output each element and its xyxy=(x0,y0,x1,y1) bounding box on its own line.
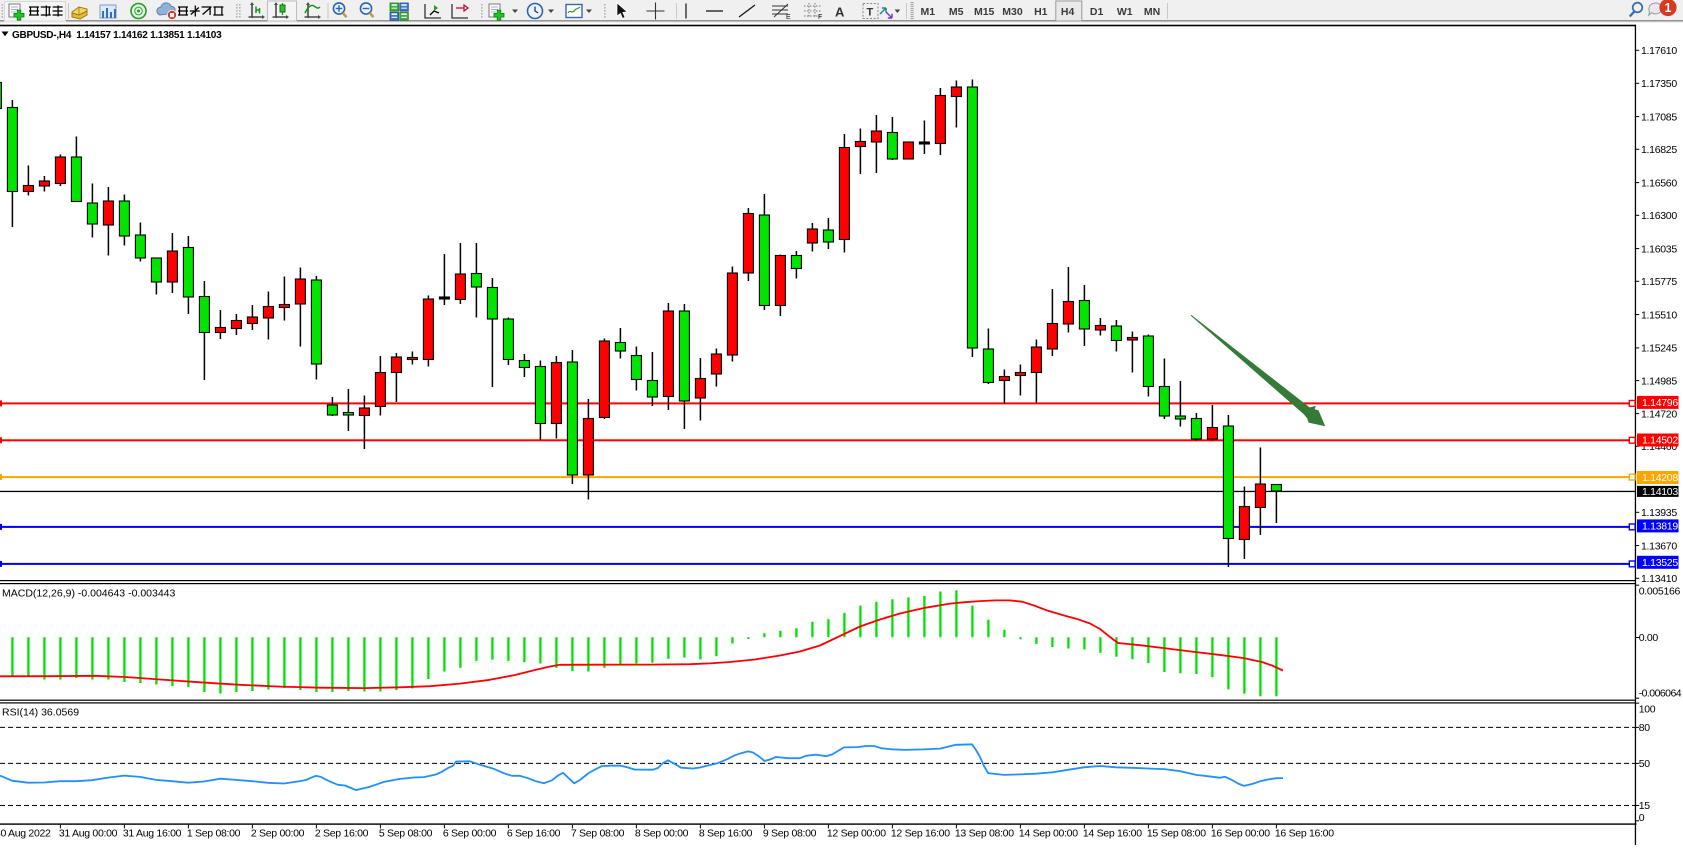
svg-text:1.16825: 1.16825 xyxy=(1641,144,1677,156)
svg-text:GBPUSD-,H4 1.14157 1.14162 1.: GBPUSD-,H4 1.14157 1.14162 1.13851 1.141… xyxy=(12,30,222,41)
svg-text:W1: W1 xyxy=(1117,6,1133,18)
svg-text:8 Sep 00:00: 8 Sep 00:00 xyxy=(635,828,689,840)
svg-text:M15: M15 xyxy=(974,6,995,18)
svg-text:15 Sep 08:00: 15 Sep 08:00 xyxy=(1147,828,1206,840)
svg-text:31 Aug 16:00: 31 Aug 16:00 xyxy=(123,828,182,840)
svg-text:7 Sep 08:00: 7 Sep 08:00 xyxy=(571,828,625,840)
svg-text:0.00: 0.00 xyxy=(1639,632,1659,644)
svg-text:30 Aug 2022: 30 Aug 2022 xyxy=(0,828,51,840)
svg-text:1.14796: 1.14796 xyxy=(1642,397,1678,409)
svg-text:1.13670: 1.13670 xyxy=(1641,540,1677,552)
svg-text:1.14502: 1.14502 xyxy=(1642,435,1678,447)
svg-text:13 Sep 08:00: 13 Sep 08:00 xyxy=(955,828,1014,840)
svg-text:12 Sep 00:00: 12 Sep 00:00 xyxy=(827,828,886,840)
svg-text:9 Sep 08:00: 9 Sep 08:00 xyxy=(763,828,817,840)
svg-text:1: 1 xyxy=(1665,1,1672,15)
svg-text:M5: M5 xyxy=(949,6,964,18)
svg-text:1.15245: 1.15245 xyxy=(1641,343,1677,355)
svg-text:MACD(12,26,9) -0.004643 -0.003: MACD(12,26,9) -0.004643 -0.003443 xyxy=(2,588,176,600)
svg-text:15: 15 xyxy=(1639,800,1651,812)
svg-text:H1: H1 xyxy=(1034,6,1048,18)
svg-text:1.15510: 1.15510 xyxy=(1641,309,1677,321)
svg-text:1.17610: 1.17610 xyxy=(1641,45,1677,57)
svg-text:8 Sep 16:00: 8 Sep 16:00 xyxy=(699,828,753,840)
svg-text:1.16300: 1.16300 xyxy=(1641,210,1677,222)
svg-text:100: 100 xyxy=(1639,703,1656,715)
svg-text:31 Aug 00:00: 31 Aug 00:00 xyxy=(59,828,118,840)
svg-text:D1: D1 xyxy=(1090,6,1104,18)
svg-text:1.15775: 1.15775 xyxy=(1641,276,1677,288)
svg-text:H4: H4 xyxy=(1061,6,1075,18)
svg-text:1 Sep 08:00: 1 Sep 08:00 xyxy=(187,828,241,840)
svg-text:2 Sep 00:00: 2 Sep 00:00 xyxy=(251,828,305,840)
svg-text:50: 50 xyxy=(1639,758,1651,770)
svg-text:1.14985: 1.14985 xyxy=(1641,375,1677,387)
svg-text:16 Sep 16:00: 16 Sep 16:00 xyxy=(1275,828,1334,840)
svg-text:1.16035: 1.16035 xyxy=(1641,243,1677,255)
svg-text:14 Sep 00:00: 14 Sep 00:00 xyxy=(1019,828,1078,840)
svg-text:1.17085: 1.17085 xyxy=(1641,111,1677,123)
svg-text:1.16560: 1.16560 xyxy=(1641,177,1677,189)
svg-text:F: F xyxy=(818,14,822,21)
svg-text:E: E xyxy=(786,14,791,21)
svg-text:1.17350: 1.17350 xyxy=(1641,78,1677,90)
svg-text:RSI(14) 36.0569: RSI(14) 36.0569 xyxy=(2,707,79,719)
svg-text:1.14208: 1.14208 xyxy=(1642,472,1678,484)
svg-text:1.13819: 1.13819 xyxy=(1642,521,1678,533)
svg-text:M1: M1 xyxy=(921,6,936,18)
svg-text:6 Sep 16:00: 6 Sep 16:00 xyxy=(507,828,561,840)
svg-text:T: T xyxy=(867,7,874,19)
svg-text:6 Sep 00:00: 6 Sep 00:00 xyxy=(443,828,497,840)
svg-text:5 Sep 08:00: 5 Sep 08:00 xyxy=(379,828,433,840)
svg-text:16 Sep 00:00: 16 Sep 00:00 xyxy=(1211,828,1270,840)
svg-text:12 Sep 16:00: 12 Sep 16:00 xyxy=(891,828,950,840)
svg-text:M30: M30 xyxy=(1002,6,1023,18)
svg-text:1.13935: 1.13935 xyxy=(1641,507,1677,519)
svg-text:1.14103: 1.14103 xyxy=(1642,486,1678,498)
svg-text:A: A xyxy=(835,5,845,20)
svg-text:0.005166: 0.005166 xyxy=(1639,586,1681,598)
svg-text:80: 80 xyxy=(1639,722,1651,734)
svg-text:1.14720: 1.14720 xyxy=(1641,408,1677,420)
svg-text:0: 0 xyxy=(1639,812,1645,824)
svg-text:1.13525: 1.13525 xyxy=(1642,557,1678,569)
svg-text:2 Sep 16:00: 2 Sep 16:00 xyxy=(315,828,369,840)
svg-text:MN: MN xyxy=(1144,6,1160,18)
svg-text:-0.006064: -0.006064 xyxy=(1639,687,1682,699)
svg-text:14 Sep 16:00: 14 Sep 16:00 xyxy=(1083,828,1142,840)
svg-text:1.13410: 1.13410 xyxy=(1641,573,1677,585)
